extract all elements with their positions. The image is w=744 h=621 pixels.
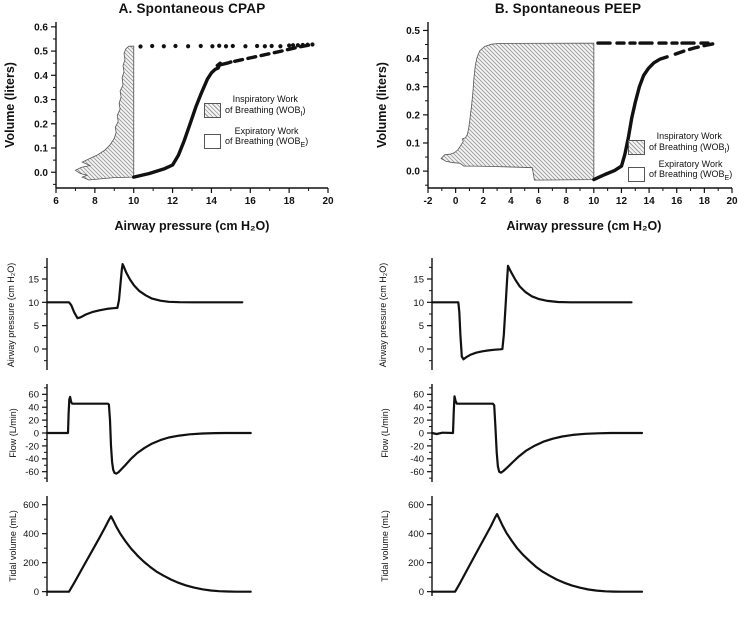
svg-text:0.6: 0.6 [34,22,48,33]
legend-loop-a: Inspiratory Work of Breathing (WOBI) Exp… [204,94,308,157]
svg-text:20: 20 [322,196,334,207]
svg-text:20: 20 [28,416,39,427]
svg-text:10: 10 [28,298,39,309]
svg-text:20: 20 [726,196,738,207]
legend-inspiratory-label: Inspiratory Work of Breathing (WOBI) [649,131,730,155]
svg-text:200: 200 [408,558,424,569]
svg-text:0.3: 0.3 [406,82,420,93]
svg-text:0: 0 [419,344,424,355]
chart-airway-pressure-cpap: 0 5 10 15 [28,258,244,370]
legend-item-inspiratory: Inspiratory Work of Breathing (WOBI) [628,131,732,156]
panel-a-title: A. Spontaneous CPAP [118,1,266,16]
svg-text:0: 0 [34,428,39,439]
svg-text:60: 60 [28,390,39,401]
svg-text:0.0: 0.0 [34,168,48,179]
svg-text:5: 5 [34,321,39,332]
svg-text:0.1: 0.1 [406,139,420,150]
chart-tidal-volume-cpap: 0 200 400 600 [23,496,252,598]
svg-text:-20: -20 [410,441,424,452]
legend-expiratory-label: Expiratory Work of Breathing (WOBE) [225,125,309,150]
svg-text:12: 12 [167,196,179,207]
expiratory-open-swatch-icon [628,167,645,183]
svg-text:0.1: 0.1 [34,144,48,155]
tidal-a-y-axis-label: Tidal volume (mL) [8,510,18,582]
tidal-b-y-axis-label: Tidal volume (mL) [380,510,390,582]
svg-text:0.2: 0.2 [406,110,420,121]
svg-text:600: 600 [23,500,39,511]
svg-text:40: 40 [413,403,424,414]
svg-text:-20: -20 [25,441,39,452]
inspiratory-hatch-swatch-icon [204,102,221,118]
svg-text:4: 4 [508,196,514,207]
loop-a-y-axis-label: Volume (liters) [3,62,17,148]
svg-text:600: 600 [408,500,424,511]
svg-text:0.0: 0.0 [406,167,420,178]
legend-loop-b: Inspiratory Work of Breathing (WOBI) Exp… [628,131,732,190]
svg-text:12: 12 [616,196,628,207]
panel-b-title: B. Spontaneous PEEP [494,1,642,16]
svg-text:16: 16 [245,196,257,207]
loop-b-y-axis-label: Volume (liters) [375,62,389,148]
expiratory-open-swatch-icon [204,134,221,150]
svg-text:-2: -2 [424,196,433,207]
svg-text:0: 0 [419,428,424,439]
chart-airway-pressure-peep: 0 5 10 15 [413,258,633,370]
svg-text:10: 10 [588,196,600,207]
svg-text:18: 18 [284,196,296,207]
svg-text:6: 6 [536,196,542,207]
svg-text:20: 20 [413,416,424,427]
svg-text:14: 14 [206,196,218,207]
svg-text:6: 6 [53,196,59,207]
legend-item-expiratory: Expiratory Work of Breathing (WOBE) [204,126,308,151]
svg-text:5: 5 [419,321,424,332]
svg-text:0.5: 0.5 [406,26,420,37]
legend-expiratory-label: Expiratory Work of Breathing (WOBE) [649,158,733,183]
figure-pv-loops-and-waveforms: A. Spontaneous CPAP 0.0 0.1 0.2 0.3 0.4 0.5 0.… [3,1,738,599]
svg-text:0.4: 0.4 [34,71,48,82]
loop-a-x-axis-label: Airway pressure (cm H₂O) [114,219,270,233]
svg-text:-40: -40 [410,454,424,465]
svg-text:-40: -40 [25,454,39,465]
legend-inspiratory-label: Inspiratory Work of Breathing (WOBI) [225,94,306,118]
svg-text:0.4: 0.4 [406,54,420,65]
svg-text:-60: -60 [25,467,39,478]
svg-text:15: 15 [413,274,424,285]
chart-flow-peep: -60 -40 -20 020 40 60 [410,384,644,482]
svg-text:2: 2 [480,196,486,207]
svg-text:10: 10 [413,298,424,309]
svg-text:18: 18 [699,196,711,207]
svg-text:400: 400 [408,529,424,540]
chart-pv-loop-cpap: 0.0 0.1 0.2 0.3 0.4 0.5 0.6 6 8 10 12 14 16 18 20 [34,22,334,207]
svg-text:15: 15 [28,274,39,285]
svg-text:200: 200 [23,558,39,569]
svg-text:0: 0 [34,587,39,598]
svg-text:60: 60 [413,390,424,401]
svg-text:8: 8 [92,196,98,207]
chart-tidal-volume-peep: 0 200 400 600 [408,496,644,598]
chart-pv-loop-peep: 0.0 0.1 0.2 0.3 0.4 0.5 -2 0 2 4 6 8 10 12 14 16 18 20 [406,22,738,207]
svg-text:40: 40 [28,403,39,414]
svg-text:8: 8 [563,196,569,207]
svg-text:0.5: 0.5 [34,47,48,58]
chart-flow-cpap: -60 -40 -20 020 40 60 [25,384,252,482]
svg-text:16: 16 [671,196,683,207]
svg-text:0.2: 0.2 [34,119,48,130]
svg-text:0.3: 0.3 [34,95,48,106]
svg-text:10: 10 [128,196,140,207]
svg-text:0: 0 [34,344,39,355]
svg-text:0: 0 [453,196,459,207]
svg-text:14: 14 [644,196,656,207]
svg-text:400: 400 [23,529,39,540]
legend-item-inspiratory: Inspiratory Work of Breathing (WOBI) [204,94,308,119]
loop-b-x-axis-label: Airway pressure (cm H₂O) [506,219,662,233]
legend-item-expiratory: Expiratory Work of Breathing (WOBE) [628,159,732,184]
svg-text:-60: -60 [410,467,424,478]
inspiratory-hatch-swatch-icon [628,139,645,155]
svg-text:0: 0 [419,587,424,598]
